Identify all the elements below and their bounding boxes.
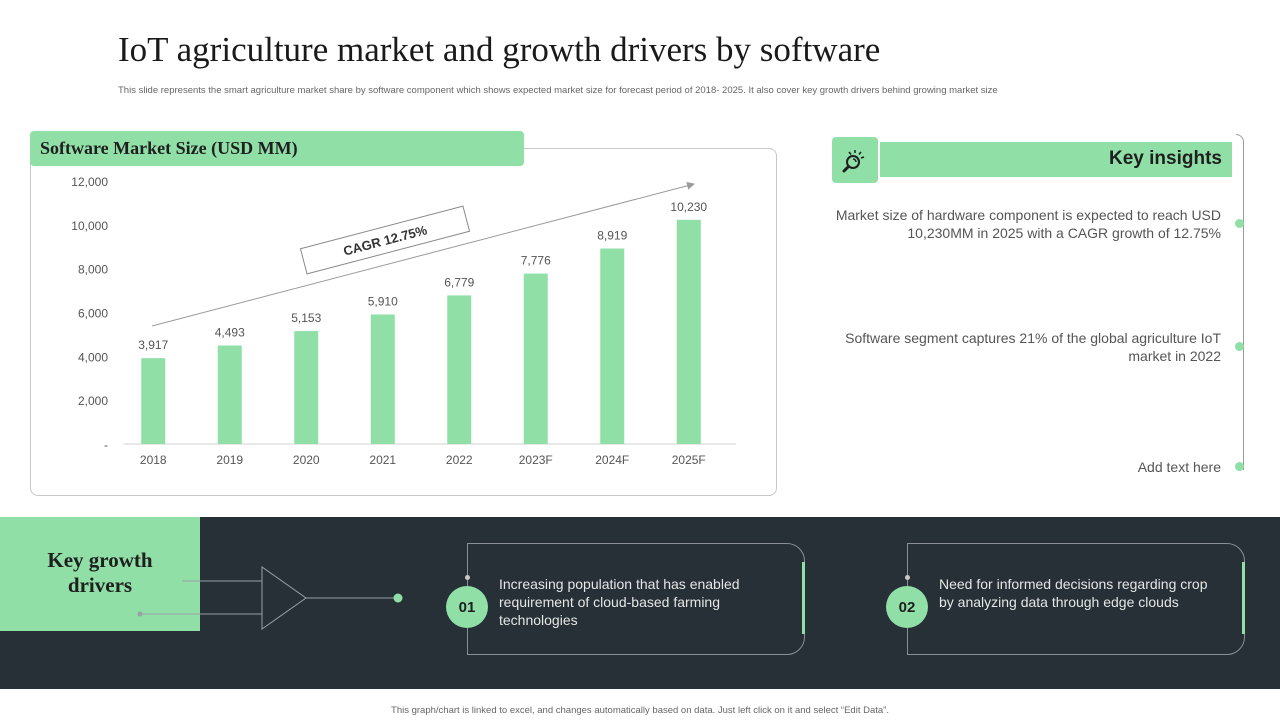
x-tick-label: 2025F bbox=[672, 453, 706, 467]
growth-heading-line1: Key growth bbox=[47, 548, 153, 572]
insights-heading: Key insights bbox=[880, 142, 1232, 177]
y-tick-label: 10,000 bbox=[71, 219, 108, 233]
bar[interactable] bbox=[370, 314, 395, 444]
bar[interactable] bbox=[523, 273, 548, 444]
driver-text-01: Increasing population that has enabled r… bbox=[499, 576, 740, 628]
x-tick-label: 2024F bbox=[595, 453, 629, 467]
bar[interactable] bbox=[447, 295, 472, 444]
x-tick-label: 2019 bbox=[216, 453, 243, 467]
bar[interactable] bbox=[676, 219, 701, 444]
data-label: 5,153 bbox=[291, 311, 321, 325]
data-label: 3,917 bbox=[138, 338, 168, 352]
growth-arrow-graphic bbox=[137, 566, 403, 630]
driver-accent bbox=[1242, 562, 1245, 634]
y-tick-label: 12,000 bbox=[71, 175, 108, 189]
bar[interactable] bbox=[600, 248, 625, 444]
cagr-trend-arrow bbox=[151, 181, 695, 327]
driver-number-02: 02 bbox=[886, 586, 928, 628]
growth-drivers-band bbox=[0, 517, 1280, 689]
y-tick-label: 6,000 bbox=[78, 307, 108, 321]
bar[interactable] bbox=[294, 331, 319, 444]
lightbulb-magnifier-icon bbox=[842, 150, 865, 173]
chart-header: Software Market Size (USD MM) bbox=[30, 131, 524, 166]
insight-text: Add text here bbox=[1137, 459, 1221, 475]
driver-dot bbox=[905, 575, 910, 580]
driver-dot bbox=[465, 575, 470, 580]
insight-dot bbox=[1235, 342, 1244, 351]
data-label: 5,910 bbox=[368, 294, 398, 308]
cagr-annotation: CAGR 12.75% bbox=[299, 205, 471, 275]
bar[interactable] bbox=[141, 358, 166, 444]
x-tick-label: 2023F bbox=[519, 453, 553, 467]
footer-note: This graph/chart is linked to excel, and… bbox=[391, 705, 889, 716]
insight-dot bbox=[1235, 462, 1244, 471]
bar[interactable] bbox=[217, 345, 242, 444]
y-tick-label: - bbox=[104, 438, 108, 452]
driver-text-02: Need for informed decisions regarding cr… bbox=[939, 576, 1208, 610]
insights-timeline bbox=[1236, 134, 1244, 470]
x-tick-label: 2022 bbox=[446, 453, 473, 467]
page-subtitle: This slide represents the smart agricult… bbox=[118, 85, 998, 96]
x-tick-label: 2021 bbox=[369, 453, 396, 467]
insight-dot bbox=[1235, 219, 1244, 228]
x-tick-label: 2020 bbox=[293, 453, 320, 467]
insights-icon-box bbox=[832, 137, 878, 183]
insight-text: Software segment captures 21% of the glo… bbox=[845, 330, 1221, 364]
data-label: 8,919 bbox=[597, 229, 627, 243]
insight-text: Market size of hardware component is exp… bbox=[835, 207, 1221, 241]
growth-drivers-heading: Key growth drivers bbox=[0, 517, 200, 631]
driver-accent bbox=[802, 562, 805, 634]
cagr-box bbox=[299, 205, 471, 275]
y-tick-label: 2,000 bbox=[78, 394, 108, 408]
bar-chart[interactable]: - 2,000 4,000 6,000 8,000 10,000 12,000 3,917 20… bbox=[30, 166, 777, 486]
y-tick-label: 8,000 bbox=[78, 263, 108, 277]
y-tick-label: 4,000 bbox=[78, 350, 108, 364]
driver-number-01: 01 bbox=[446, 586, 488, 628]
data-label: 10,230 bbox=[670, 200, 707, 214]
page-title: IoT agriculture market and growth driver… bbox=[118, 30, 881, 69]
data-label: 4,493 bbox=[215, 326, 245, 340]
data-label: 7,776 bbox=[521, 254, 551, 268]
x-tick-label: 2018 bbox=[140, 453, 167, 467]
growth-heading-line2: drivers bbox=[67, 573, 133, 597]
data-label: 6,779 bbox=[444, 275, 474, 289]
